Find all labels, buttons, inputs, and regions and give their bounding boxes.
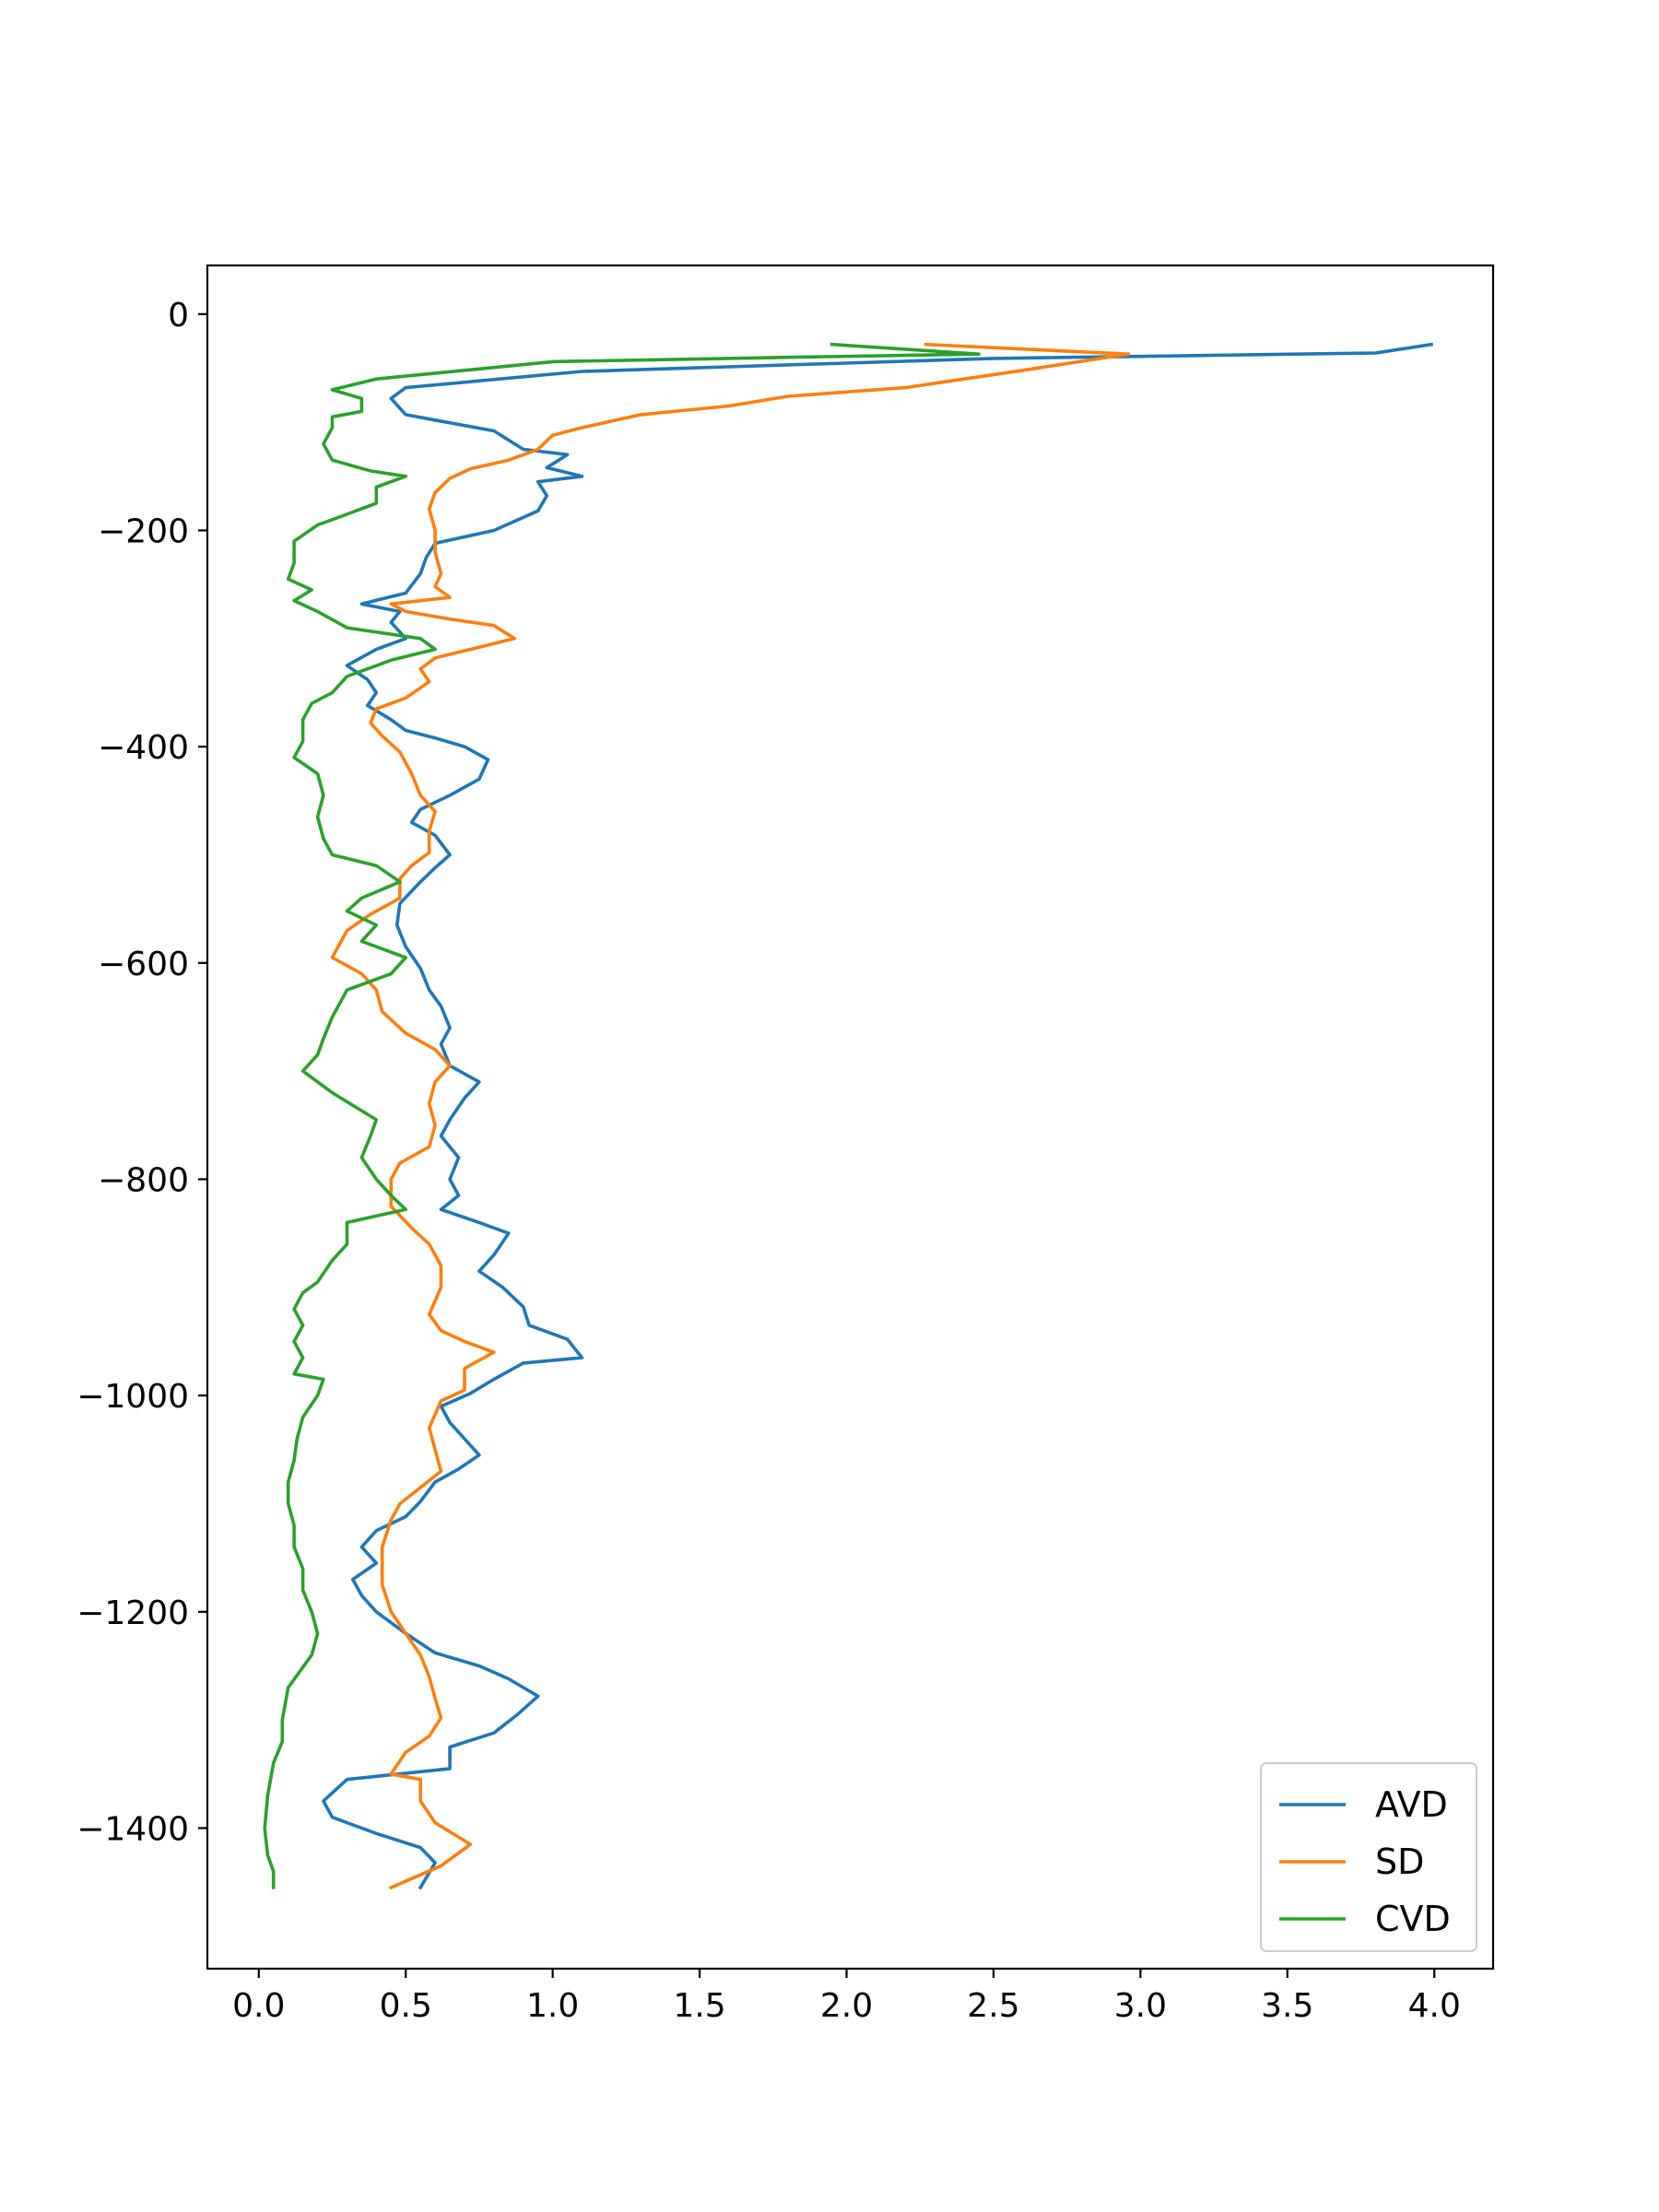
legend-label-avd: AVD (1375, 1784, 1448, 1825)
y-tick-label: −1000 (76, 1378, 189, 1416)
x-tick-label: 3.0 (1114, 1987, 1167, 2025)
x-tick-label: 1.5 (673, 1987, 725, 2025)
legend: AVD SD CVD (1260, 1762, 1477, 1952)
x-axis: 0.0 0.5 1.0 1.5 2.0 2.5 3.0 3.5 4.0 (232, 1969, 1461, 2025)
y-axis: 0 −200 −400 −600 −800 −1000 −1200 −1400 (76, 297, 207, 1848)
x-tick-label: 2.5 (967, 1987, 1019, 2025)
x-tick-label: 2.0 (820, 1987, 873, 2025)
series-line-sd (330, 342, 1131, 1890)
x-tick-label: 0.0 (232, 1987, 285, 2025)
y-tick-label: −1200 (76, 1594, 189, 1632)
y-tick-label: −800 (98, 1161, 189, 1199)
legend-box (1260, 1762, 1477, 1952)
y-tick-label: 0 (168, 297, 189, 335)
series-line-cvd (263, 342, 981, 1889)
x-tick-label: 3.5 (1261, 1987, 1313, 2025)
y-tick-label: −1400 (76, 1810, 189, 1848)
series-line-avd (322, 342, 1434, 1890)
x-tick-label: 1.0 (526, 1987, 579, 2025)
y-tick-label: −200 (98, 512, 189, 550)
legend-label-cvd: CVD (1375, 1899, 1451, 1939)
series-layer (263, 342, 1434, 1890)
x-tick-label: 4.0 (1408, 1987, 1461, 2025)
y-tick-label: −600 (98, 946, 189, 983)
y-tick-label: −400 (98, 729, 189, 767)
x-tick-label: 0.5 (380, 1987, 432, 2025)
plot-frame (206, 264, 1495, 1971)
legend-label-sd: SD (1375, 1841, 1424, 1882)
